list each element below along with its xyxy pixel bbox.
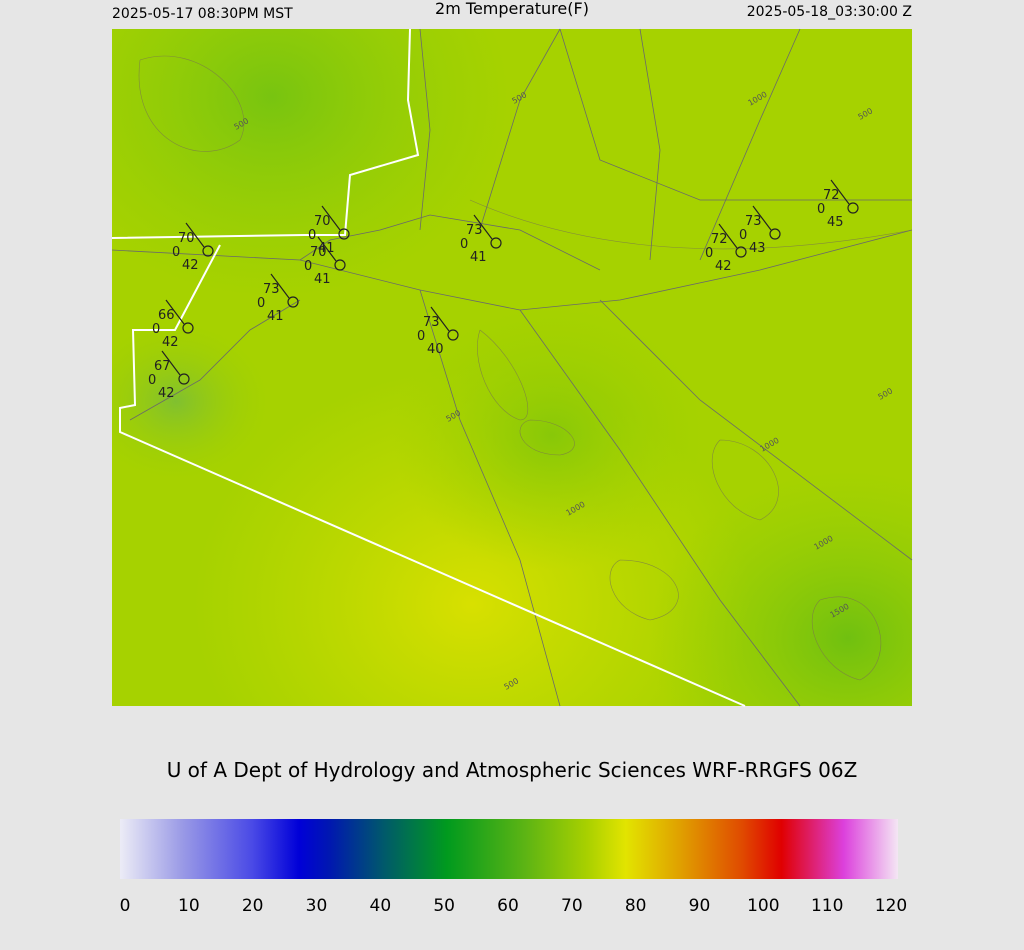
colorbar-ticks: 0 10 20 30 40 50 60 70 80 90 100 110 120 xyxy=(120,896,908,916)
wind-staff xyxy=(317,236,337,262)
wind-staff xyxy=(321,205,341,231)
wind-speed: 0 xyxy=(257,296,265,311)
dewpoint: 45 xyxy=(827,215,844,230)
dewpoint: 42 xyxy=(182,258,199,273)
colorbar-tick-label: 120 xyxy=(875,896,907,916)
wind-staff xyxy=(270,273,290,299)
station-circle xyxy=(490,237,502,249)
dewpoint: 42 xyxy=(162,335,179,350)
dewpoint: 40 xyxy=(427,342,444,357)
station-circle xyxy=(735,246,747,258)
dewpoint: 42 xyxy=(158,386,175,401)
temperature: 67 xyxy=(154,359,171,374)
colorbar-tick-label: 40 xyxy=(370,896,392,916)
colorbar-tick-label: 110 xyxy=(811,896,843,916)
wind-staff xyxy=(430,306,450,332)
wind-speed: 0 xyxy=(148,373,156,388)
credit: U of A Dept of Hydrology and Atmospheric… xyxy=(167,758,858,782)
station-circle xyxy=(447,329,459,341)
wind-staff xyxy=(718,223,738,249)
wind-speed: 0 xyxy=(460,237,468,252)
station-circle xyxy=(182,322,194,334)
wind-speed: 0 xyxy=(304,259,312,274)
colorbar-tick-label: 10 xyxy=(178,896,200,916)
station-circle xyxy=(202,245,214,257)
wind-speed: 0 xyxy=(417,329,425,344)
colorbar-tick-label: 100 xyxy=(747,896,779,916)
dewpoint: 41 xyxy=(470,250,487,265)
wind-staff xyxy=(185,222,205,248)
station-circle xyxy=(287,296,299,308)
station-circle xyxy=(178,373,190,385)
wind-speed: 0 xyxy=(817,202,825,217)
station-circle xyxy=(847,202,859,214)
colorbar-tick-label: 90 xyxy=(689,896,711,916)
wind-staff xyxy=(473,214,493,240)
station-circle xyxy=(769,228,781,240)
colorbar-tick-label: 70 xyxy=(561,896,583,916)
station-circle xyxy=(334,259,346,271)
temperature: 73 xyxy=(423,315,440,330)
colorbar-tick-label: 30 xyxy=(306,896,328,916)
terrain-contours xyxy=(138,55,913,681)
temperature: 66 xyxy=(158,308,175,323)
temperature: 73 xyxy=(263,282,280,297)
colorbar xyxy=(120,819,898,879)
wind-speed: 0 xyxy=(172,245,180,260)
colorbar-tick-label: 80 xyxy=(625,896,647,916)
dewpoint: 43 xyxy=(749,241,766,256)
colorbar-tick-label: 60 xyxy=(497,896,519,916)
colorbar-tick-label: 0 xyxy=(120,896,131,916)
temperature: 70 xyxy=(178,231,195,246)
field-shade xyxy=(112,29,912,706)
wind-speed: 0 xyxy=(739,228,747,243)
temperature: 70 xyxy=(314,214,331,229)
roads xyxy=(111,28,913,707)
station-circle xyxy=(338,228,350,240)
wind-staff xyxy=(161,350,181,376)
temperature: 73 xyxy=(466,223,483,238)
valid-local-time: 2025-05-17 08:30PM MST xyxy=(112,6,293,22)
valid-utc-time: 2025-05-18_03:30:00 Z xyxy=(747,4,912,20)
wind-staff xyxy=(752,205,772,231)
map-title: 2m Temperature(F) xyxy=(435,0,589,18)
temperature: 73 xyxy=(745,214,762,229)
temperature: 70 xyxy=(310,245,327,260)
wind-speed: 0 xyxy=(308,228,316,243)
station-plots: 7004270041700417304166042670427304073041… xyxy=(148,179,859,401)
colorbar-tick-label: 50 xyxy=(433,896,455,916)
wind-speed: 0 xyxy=(152,322,160,337)
wind-staff xyxy=(165,299,185,325)
temperature: 72 xyxy=(823,188,840,203)
boundaries xyxy=(111,28,746,707)
colorbar-tick-label: 20 xyxy=(242,896,264,916)
wind-speed: 0 xyxy=(705,246,713,261)
dewpoint: 41 xyxy=(314,272,331,287)
temperature: 72 xyxy=(711,232,728,247)
map-area xyxy=(111,28,913,707)
dewpoint: 42 xyxy=(715,259,732,274)
wind-staff xyxy=(830,179,850,205)
dewpoint: 41 xyxy=(267,309,284,324)
